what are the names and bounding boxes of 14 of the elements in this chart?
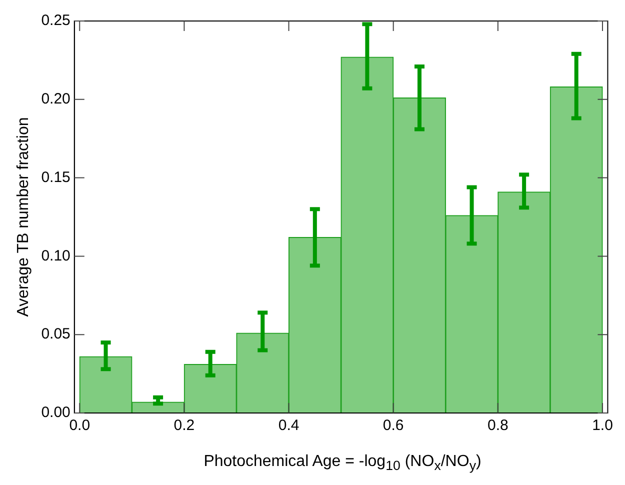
x-tick-label: 0.8 xyxy=(487,417,508,434)
x-tick-label: 1.0 xyxy=(592,417,613,434)
y-tick-label: 0.25 xyxy=(41,12,70,30)
y-tick-label: 0.15 xyxy=(41,168,70,186)
y-tick-label: 0.05 xyxy=(41,326,70,343)
x-axis-title: Photochemical Age = -log$_{10}$ (NO$_{x}$/NO$_{y}$) xyxy=(202,452,482,473)
x-tick-label: 0.0 xyxy=(69,417,90,434)
x-tick-label: 0.6 xyxy=(382,417,404,434)
y-axis-title: Average TB number fraction xyxy=(15,117,32,317)
y-tick-label: 0.10 xyxy=(41,247,70,264)
x-tick-label: 0.4 xyxy=(278,417,300,434)
y-tick-label: 0.00 xyxy=(41,404,70,422)
y-tick-label: 0.20 xyxy=(41,90,70,108)
x-tick-label: 0.2 xyxy=(174,417,195,434)
